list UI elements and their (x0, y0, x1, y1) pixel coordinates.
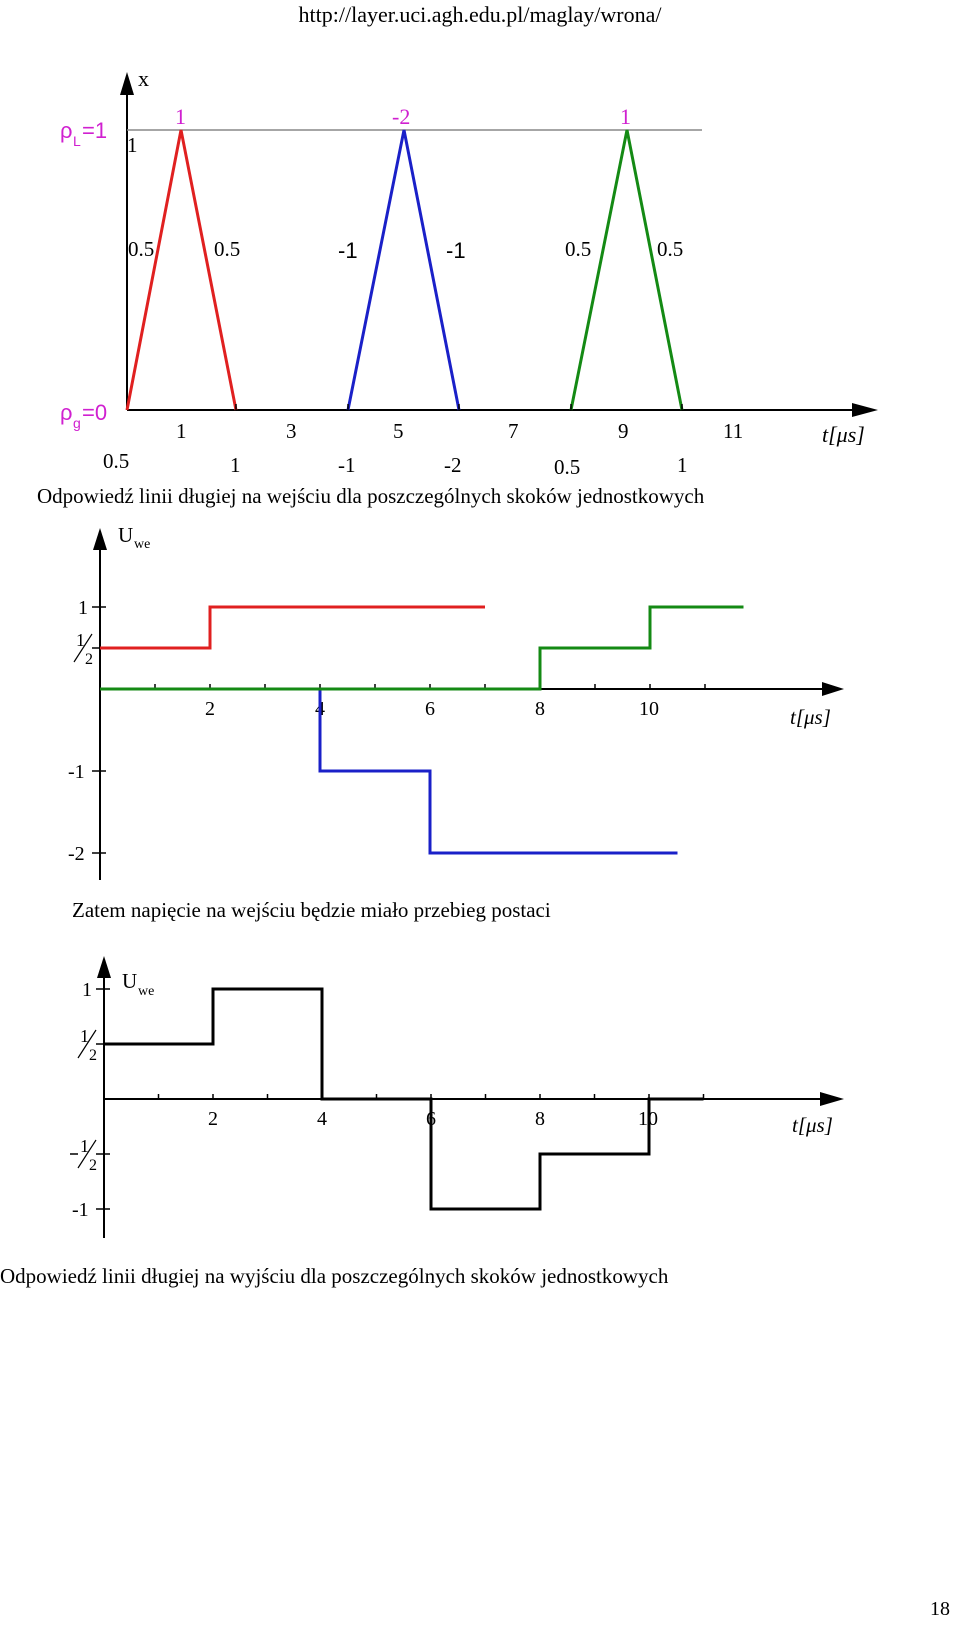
series-line-1 (318, 689, 678, 855)
x-tick-label: 10 (639, 698, 659, 720)
fig1-xlabel: t[μs] (822, 422, 865, 447)
x-tick-marks (235, 404, 683, 410)
svg-text:L: L (73, 133, 81, 149)
y-tick-label: 12 (70, 1136, 97, 1174)
y-tick-label: 12 (77, 1026, 97, 1064)
rho-g-label: ρ g =0 (60, 400, 107, 431)
chart2-xlabel: t[μs] (792, 1113, 833, 1137)
x-axis-arrow (820, 1092, 844, 1106)
svg-text:=0: =0 (82, 400, 107, 425)
mid-label: -1 (338, 238, 358, 263)
x-tick-label: 9 (618, 419, 629, 443)
x-tick-label: 1 (176, 419, 187, 443)
chart1-ylabel-sub: we (134, 537, 150, 552)
y-axis-arrow (97, 956, 111, 978)
bottom-label: -2 (444, 453, 462, 477)
x-tick-label: 7 (508, 419, 519, 443)
peak-label: -2 (392, 104, 410, 129)
svg-text:2: 2 (89, 1157, 97, 1174)
x-tick-label: 2 (208, 1108, 218, 1130)
bottom-label: -1 (338, 453, 356, 477)
peak-label: 1 (175, 104, 186, 129)
caption-input-voltage: Zatem napięcie na wejściu będzie miało p… (72, 898, 551, 922)
figure-reflection-diagram: x 1 ρ L =1 ρ g =0 1 -2 1 0.5 0.5 -1 -1 0… (60, 66, 878, 479)
mid-label: 0.5 (565, 237, 591, 261)
x-tick-label: 5 (393, 419, 404, 443)
bottom-label: 1 (677, 453, 688, 477)
x-tick-label: 4 (317, 1108, 327, 1130)
mid-label: 0.5 (214, 237, 240, 261)
bottom-label: 1 (230, 453, 241, 477)
svg-text:1: 1 (80, 1136, 89, 1156)
series-line-0 (100, 605, 485, 650)
svg-text:ρ: ρ (60, 118, 73, 143)
peak-label: 1 (620, 104, 631, 129)
mid-label: -1 (446, 238, 466, 263)
caption-output-response: Odpowiedź linii długiej na wyjściu dla p… (0, 1264, 669, 1288)
bottom-label: 0.5 (103, 449, 129, 473)
svg-text:ρ: ρ (60, 400, 73, 425)
y-tick-label: -1 (72, 1199, 89, 1221)
x-axis-arrow (852, 403, 878, 417)
series-line-2 (100, 605, 744, 691)
svg-text:1: 1 (76, 630, 85, 650)
green-triangle (569, 129, 684, 411)
x-tick-label: 11 (723, 419, 743, 443)
svg-text:=1: =1 (82, 118, 107, 143)
mid-label: 0.5 (657, 237, 683, 261)
svg-text:1: 1 (80, 1026, 89, 1046)
y-tick-label: 1 (82, 979, 92, 1001)
chart1-xlabel: t[μs] (790, 705, 831, 729)
y-axis-arrow (93, 528, 107, 550)
y-tick-label: -1 (68, 761, 85, 783)
fig1-level-label: 1 (127, 133, 138, 157)
page-number: 18 (930, 1598, 950, 1620)
y-tick-label: 1 (78, 597, 88, 619)
page-url: http://layer.uci.agh.edu.pl/maglay/wrona… (298, 2, 662, 27)
red-triangle (125, 129, 238, 411)
x-tick-label: 8 (535, 1108, 545, 1130)
y-tick-label: 12 (73, 630, 93, 668)
blue-triangle (346, 129, 461, 411)
x-tick-label: 8 (535, 698, 545, 720)
fig1-ylabel: x (138, 66, 149, 91)
svg-text:g: g (73, 415, 81, 431)
x-axis-arrow (822, 682, 844, 696)
chart2-ylabel: U (122, 969, 137, 993)
rho-l-label: ρ L =1 (60, 118, 107, 149)
svg-text:2: 2 (85, 651, 93, 668)
caption-input-response: Odpowiedź linii długiej na wejściu dla p… (37, 484, 705, 508)
bottom-label: 0.5 (554, 455, 580, 479)
chart2-ylabel-sub: we (138, 984, 154, 999)
series-line-0 (104, 987, 704, 1211)
x-tick-label: 6 (425, 698, 435, 720)
svg-text:2: 2 (89, 1047, 97, 1064)
x-tick-label: 2 (205, 698, 215, 720)
mid-label: 0.5 (128, 237, 154, 261)
chart1-ylabel: U (118, 523, 133, 547)
y-axis-arrow (120, 72, 134, 95)
x-tick-label: 3 (286, 419, 297, 443)
y-tick-label: -2 (68, 843, 85, 865)
